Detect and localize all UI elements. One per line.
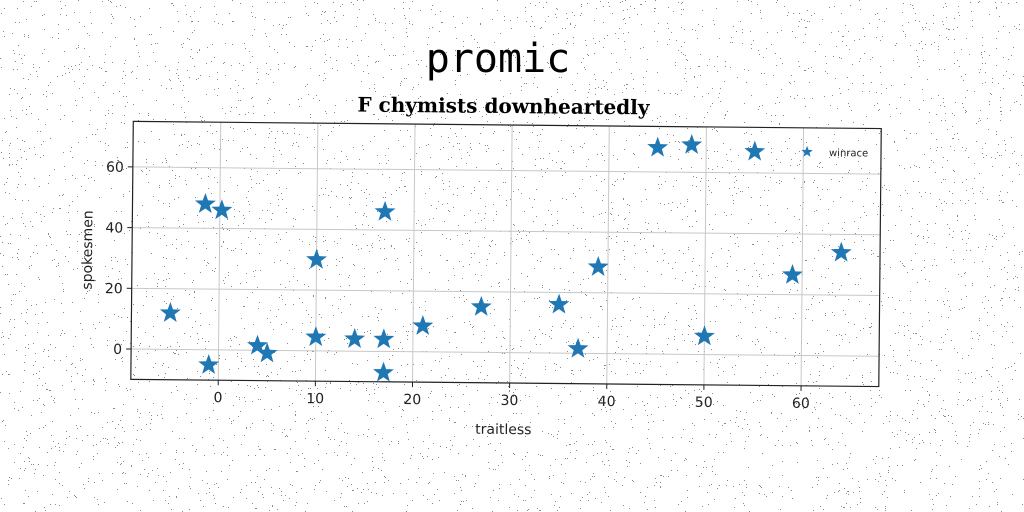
data-point-star — [306, 248, 328, 269]
data-point-star — [373, 361, 394, 382]
x-tick-label: 60 — [792, 396, 810, 412]
x-grid-line — [217, 122, 222, 381]
x-tick-label: 10 — [306, 391, 324, 407]
legend-label: winrace — [829, 148, 868, 159]
y-grid-line — [132, 166, 881, 175]
legend: winrace — [801, 145, 868, 159]
data-point-star — [647, 136, 669, 157]
x-tick-label: 50 — [695, 395, 713, 411]
y-grid-line — [132, 227, 881, 236]
data-point-star — [567, 337, 589, 358]
chart-title: F chymists downheartedly — [357, 93, 651, 120]
x-tick-label: 40 — [598, 394, 616, 410]
y-tick-label: 20 — [105, 281, 123, 297]
data-point-star — [548, 293, 570, 314]
data-point-star — [305, 326, 327, 347]
x-tick-label: 30 — [500, 393, 518, 409]
y-tick-label: 40 — [105, 220, 123, 236]
data-point-star — [256, 342, 278, 363]
legend-marker-star — [801, 145, 813, 157]
data-point-star — [744, 140, 766, 161]
data-point-star — [211, 199, 233, 220]
y-tick-label: 0 — [113, 342, 122, 358]
data-point-star — [693, 325, 715, 346]
y-axis-label: spokesmen — [80, 210, 97, 290]
data-point-star — [159, 301, 181, 322]
data-point-star — [246, 334, 268, 355]
y-axis-ticks: 0 20 40 60 — [105, 160, 133, 358]
data-points — [159, 133, 852, 382]
legend-star-shape — [801, 145, 813, 157]
x-grid-line — [703, 126, 707, 385]
data-point-star — [781, 263, 803, 284]
x-tick-label: 0 — [214, 390, 223, 406]
data-point-star — [412, 315, 434, 335]
x-grid-line — [800, 127, 805, 386]
data-point-star — [374, 200, 396, 221]
y-grid-line — [131, 348, 880, 357]
x-grid-line — [412, 124, 416, 383]
plot-group: F chymists downheartedly 0 10 20 30 40 50 60 0… — [80, 93, 882, 439]
grid — [131, 122, 881, 386]
x-axis-ticks: 0 10 20 30 40 50 60 — [214, 380, 810, 412]
data-point-star — [681, 133, 703, 154]
chart-suptitle: promic — [426, 36, 571, 82]
data-point-star — [194, 193, 216, 214]
x-grid-line — [606, 125, 610, 384]
data-point-star — [198, 353, 220, 374]
x-tick-label: 20 — [403, 392, 421, 408]
plot-frame — [130, 120, 882, 388]
data-point-star — [830, 241, 852, 262]
data-point-star — [470, 295, 492, 316]
x-axis-label: traitless — [475, 422, 531, 439]
x-grid-line — [509, 125, 513, 384]
data-point-star — [373, 328, 395, 349]
data-point-star — [344, 328, 366, 349]
y-tick-label: 60 — [106, 160, 124, 176]
y-grid-line — [131, 287, 880, 297]
data-point-star — [587, 256, 609, 276]
